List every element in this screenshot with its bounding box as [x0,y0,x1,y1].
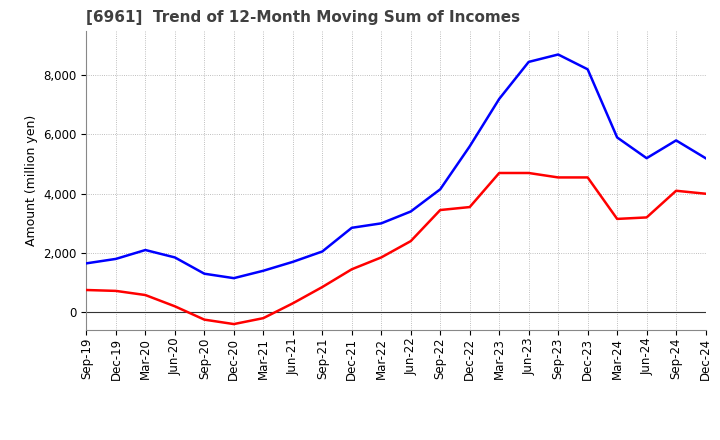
Net Income [141,293,150,298]
Ordinary Income [348,225,356,231]
Ordinary Income [436,187,444,192]
Line: Net Income: Net Income [86,173,706,324]
Net Income [642,215,651,220]
Text: [6961]  Trend of 12-Month Moving Sum of Incomes: [6961] Trend of 12-Month Moving Sum of I… [86,11,521,26]
Net Income [613,216,621,222]
Ordinary Income [406,209,415,214]
Ordinary Income [141,247,150,253]
Ordinary Income [583,67,592,72]
Ordinary Income [524,59,533,65]
Ordinary Income [318,249,327,254]
Net Income [554,175,562,180]
Ordinary Income [613,135,621,140]
Y-axis label: Amount (million yen): Amount (million yen) [24,115,37,246]
Net Income [524,170,533,176]
Net Income [377,255,386,260]
Ordinary Income [465,144,474,149]
Ordinary Income [289,259,297,264]
Ordinary Income [554,52,562,57]
Ordinary Income [701,156,710,161]
Ordinary Income [495,96,503,102]
Net Income [701,191,710,196]
Net Income [672,188,680,194]
Net Income [348,267,356,272]
Ordinary Income [200,271,209,276]
Ordinary Income [672,138,680,143]
Net Income [171,304,179,309]
Ordinary Income [377,221,386,226]
Ordinary Income [259,268,268,273]
Ordinary Income [642,156,651,161]
Net Income [200,317,209,322]
Net Income [318,284,327,290]
Net Income [465,205,474,210]
Net Income [436,207,444,213]
Ordinary Income [230,275,238,281]
Ordinary Income [171,255,179,260]
Net Income [406,238,415,244]
Ordinary Income [82,261,91,266]
Ordinary Income [112,256,120,261]
Net Income [495,170,503,176]
Net Income [289,301,297,306]
Line: Ordinary Income: Ordinary Income [86,55,706,278]
Net Income [230,322,238,327]
Net Income [112,288,120,293]
Net Income [259,315,268,321]
Net Income [82,287,91,293]
Net Income [583,175,592,180]
